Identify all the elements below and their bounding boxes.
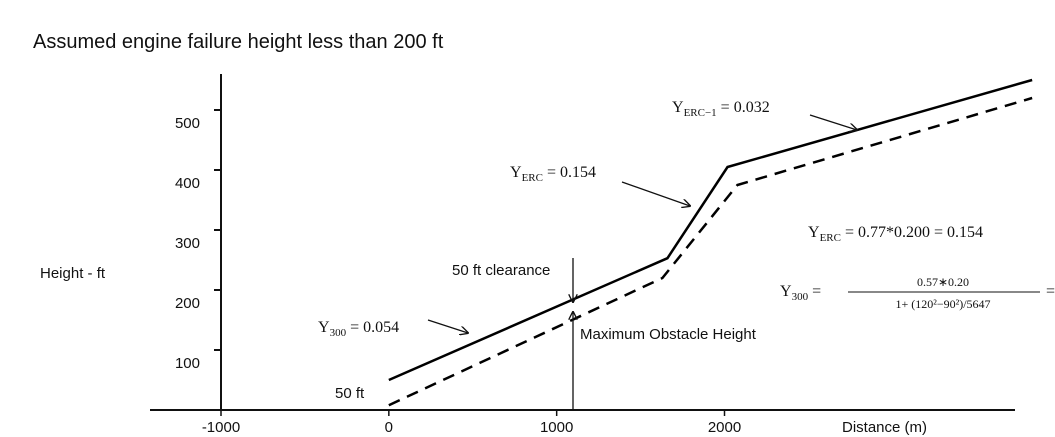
annotation-base: Y <box>510 164 522 181</box>
arrow <box>809 114 857 130</box>
y-tick-label: 300 <box>175 235 200 252</box>
annotation-rest: = 0.77*0.200 = 0.154 <box>841 224 983 241</box>
annotation-sub: 300 <box>792 291 809 303</box>
formula-result: = 0.054 <box>1046 283 1055 300</box>
x-tick-label: -1000 <box>202 419 240 436</box>
y-tick-label: 100 <box>175 355 200 372</box>
formula-numerator: 0.57∗0.20 <box>917 275 969 289</box>
y-tick-label: 400 <box>175 175 200 192</box>
annotation-base: Y <box>672 99 684 116</box>
annotation-rest: = 0.032 <box>717 99 770 116</box>
chart-title: Assumed engine failure height less than … <box>33 31 444 53</box>
x-tick-label: 0 <box>385 419 393 436</box>
solid-line <box>388 78 1033 382</box>
annotation-sub: ERC <box>820 232 841 244</box>
y-axis-label: Height - ft <box>40 265 106 282</box>
formula-denominator: 1+ (120²−90²)/5647 <box>895 297 990 311</box>
annotation: YERC = 0.77*0.200 = 0.154 <box>808 224 983 244</box>
arrow <box>427 319 468 333</box>
y-tick-label: 500 <box>175 115 200 132</box>
annotation-rest: = <box>808 283 821 300</box>
annotation: Y300 = <box>780 283 821 303</box>
annotation-sub: 300 <box>330 327 347 339</box>
dashed-line <box>388 96 1033 407</box>
annotation: YERC−1 = 0.032 <box>672 99 770 119</box>
annotation: 50 ft <box>335 385 365 402</box>
y-tick-label: 200 <box>175 295 200 312</box>
annotation: 50 ft clearance <box>452 262 550 279</box>
annotation: Maximum Obstacle Height <box>580 326 757 343</box>
annotation-sub: ERC <box>522 172 543 184</box>
x-tick-label: 1000 <box>540 419 573 436</box>
annotation-base: Y <box>808 224 820 241</box>
annotation-base: Y <box>780 283 792 300</box>
annotation: YERC = 0.154 <box>510 164 596 184</box>
annotation-rest: = 0.054 <box>346 319 399 336</box>
annotation: Y300 = 0.054 <box>318 319 399 339</box>
x-tick-label: 2000 <box>708 419 741 436</box>
annotation-base: Y <box>318 319 330 336</box>
x-axis-label: Distance (m) <box>842 419 927 436</box>
annotation-rest: = 0.154 <box>543 164 596 181</box>
annotation-sub: ERC−1 <box>684 107 717 119</box>
arrow <box>621 181 690 206</box>
